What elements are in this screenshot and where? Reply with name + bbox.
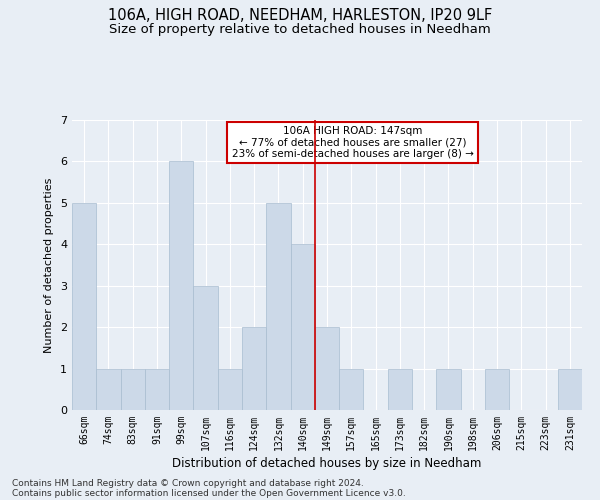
Text: Contains public sector information licensed under the Open Government Licence v3: Contains public sector information licen… [12, 488, 406, 498]
Bar [145, 368, 169, 410]
Text: Size of property relative to detached houses in Needham: Size of property relative to detached ho… [109, 22, 491, 36]
Bar [96, 368, 121, 410]
Bar [436, 368, 461, 410]
Bar [266, 203, 290, 410]
Text: 106A HIGH ROAD: 147sqm
← 77% of detached houses are smaller (27)
23% of semi-det: 106A HIGH ROAD: 147sqm ← 77% of detached… [232, 126, 473, 159]
Bar [193, 286, 218, 410]
Text: Contains HM Land Registry data © Crown copyright and database right 2024.: Contains HM Land Registry data © Crown c… [12, 478, 364, 488]
Bar [218, 368, 242, 410]
Bar [72, 203, 96, 410]
Text: 106A, HIGH ROAD, NEEDHAM, HARLESTON, IP20 9LF: 106A, HIGH ROAD, NEEDHAM, HARLESTON, IP2… [108, 8, 492, 22]
Y-axis label: Number of detached properties: Number of detached properties [44, 178, 55, 352]
Bar [121, 368, 145, 410]
Text: Distribution of detached houses by size in Needham: Distribution of detached houses by size … [172, 458, 482, 470]
Bar [169, 162, 193, 410]
Bar [558, 368, 582, 410]
Bar [290, 244, 315, 410]
Bar [388, 368, 412, 410]
Bar [485, 368, 509, 410]
Bar [242, 327, 266, 410]
Bar [339, 368, 364, 410]
Bar [315, 327, 339, 410]
